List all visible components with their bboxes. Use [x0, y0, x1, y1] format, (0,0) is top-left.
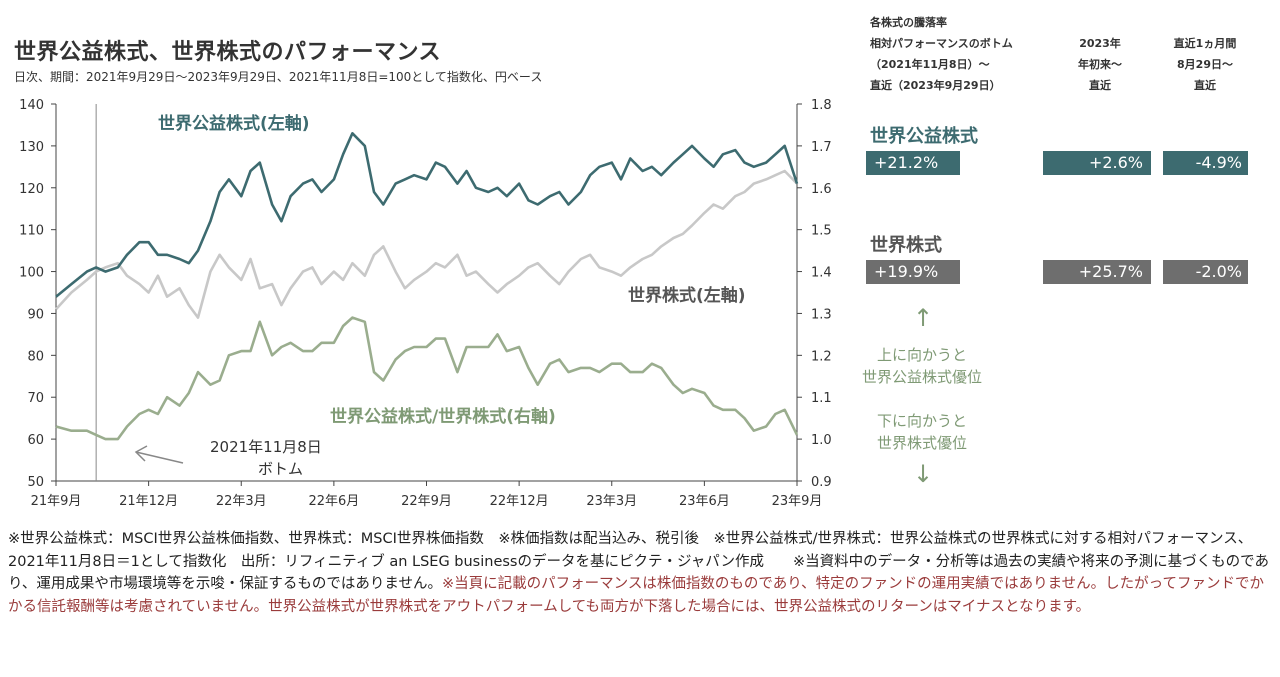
y-tick-label-left: 140: [19, 98, 44, 113]
value-box-world-bottom: +19.9%: [866, 260, 960, 284]
table-header-period-col: 各株式の騰落率 相対パフォーマンスのボトム （2021年11月8日）～ 直近（2…: [870, 12, 1040, 96]
header-line: 直近1ヵ月間: [1173, 37, 1237, 50]
value-box-utility-ytd: +2.6%: [1043, 151, 1151, 175]
bottom-label: ボトム: [258, 460, 303, 478]
y-tick-label-right: 1.0: [811, 433, 832, 448]
x-tick-label: 23年6月: [679, 494, 730, 509]
world-series-line: [55, 169, 798, 319]
header-line: 年初来～: [1078, 58, 1122, 71]
y-tick-label-right: 1.4: [811, 266, 832, 281]
note-line: 上に向かうと: [876, 346, 967, 364]
header-line: 2023年: [1079, 37, 1121, 50]
y-tick-label-right: 1.6: [811, 182, 832, 197]
y-tick-label-right: 1.8: [811, 98, 832, 113]
bottom-arrow-head-icon: [134, 445, 148, 462]
header-line: 直近: [1089, 79, 1111, 92]
y-tick-label-right: 1.1: [811, 391, 832, 406]
note-line: 世界公益株式優位: [861, 368, 982, 386]
label-utility: 世界公益株式(左軸): [158, 113, 310, 134]
value-text: +19.9%: [874, 262, 939, 281]
footnote-disclaimer: ※当頁に記載のパフォーマンスは株価指数のものであり、特定のファンドの運用実績では…: [8, 576, 1264, 615]
note-down: 下に向かうと 世界株式優位: [842, 410, 1002, 454]
value-text: -4.9%: [1195, 153, 1242, 172]
header-line: 直近（2023年9月29日）: [870, 79, 1001, 92]
footnote-text: ※世界公益株式：MSCI世界公益株価指数、世界株式：MSCI世界株価指数 ※株価…: [8, 531, 1269, 592]
y-tick-label-right: 1.3: [811, 307, 832, 322]
x-tick-label: 22年3月: [216, 494, 267, 509]
y-tick-label-left: 80: [27, 349, 44, 364]
x-tick-label: 21年12月: [119, 494, 178, 509]
value-box-world-ytd: +25.7%: [1043, 260, 1151, 284]
chart-title: 世界公益株式、世界株式のパフォーマンス: [14, 40, 442, 65]
x-tick-label: 22年6月: [308, 494, 359, 509]
footnote: ※世界公益株式：MSCI世界公益株価指数、世界株式：MSCI世界株価指数 ※株価…: [8, 528, 1270, 618]
y-tick-label-left: 100: [19, 266, 44, 281]
row-label-utility: 世界公益株式: [870, 126, 978, 147]
y-tick-label-right: 0.9: [811, 475, 832, 490]
y-tick-label-left: 50: [27, 475, 44, 490]
x-tick-label: 22年12月: [490, 494, 549, 509]
x-tick-label: 23年9月: [772, 494, 823, 509]
y-tick-label-right: 1.2: [811, 349, 832, 364]
down-arrow-icon: ↓: [913, 460, 934, 488]
utility-series-line: [55, 132, 799, 298]
header-line: 直近: [1194, 79, 1216, 92]
value-box-world-month: -2.0%: [1163, 260, 1248, 284]
note-line: 世界株式優位: [876, 434, 967, 452]
table-header-ytd-col: 2023年 年初来～ 直近: [1045, 33, 1155, 96]
value-box-utility-month: -4.9%: [1163, 151, 1248, 175]
performance-chart: 140 130 120 110 100 90 80 70 60 50 1.8 1.7 1.6 1.5 1.4…: [19, 98, 832, 509]
header-line: 各株式の騰落率: [870, 16, 947, 29]
y-tick-label-left: 130: [19, 140, 44, 155]
label-world: 世界株式(左軸): [628, 285, 746, 306]
y-tick-label-left: 60: [27, 433, 44, 448]
y-tick-label-left: 110: [19, 224, 44, 239]
value-text: +25.7%: [1078, 262, 1143, 281]
y-tick-label-left: 70: [27, 391, 44, 406]
label-ratio: 世界公益株式/世界株式(右軸): [330, 406, 556, 427]
chart-subtitle: 日次、期間：2021年9月29日～2023年9月29日、2021年11月8日=1…: [14, 70, 543, 84]
value-box-utility-bottom: +21.2%: [866, 151, 960, 175]
note-line: 下に向かうと: [876, 412, 967, 430]
y-tick-label-right: 1.5: [811, 224, 832, 239]
y-tick-label-left: 120: [19, 182, 44, 197]
bottom-date-label: 2021年11月8日: [210, 438, 322, 456]
row-label-world: 世界株式: [870, 235, 942, 256]
ratio-series-line: [55, 316, 799, 441]
up-arrow-icon: ↑: [913, 304, 934, 332]
value-text: +2.6%: [1088, 153, 1143, 172]
value-text: +21.2%: [874, 153, 939, 172]
value-text: -2.0%: [1195, 262, 1242, 281]
x-tick-label: 21年9月: [31, 494, 82, 509]
y-tick-label-right: 1.7: [811, 140, 832, 155]
header-line: （2021年11月8日）～: [870, 58, 990, 71]
header-line: 相対パフォーマンスのボトム: [870, 37, 1013, 50]
table-header-month-col: 直近1ヵ月間 8月29日～ 直近: [1160, 33, 1250, 96]
x-tick-label: 23年3月: [586, 494, 637, 509]
bottom-arrow-shaft: [135, 451, 184, 464]
x-tick-label: 22年9月: [401, 494, 452, 509]
note-up: 上に向かうと 世界公益株式優位: [832, 344, 1012, 388]
header-line: 8月29日～: [1177, 58, 1233, 71]
y-tick-label-left: 90: [27, 307, 44, 322]
